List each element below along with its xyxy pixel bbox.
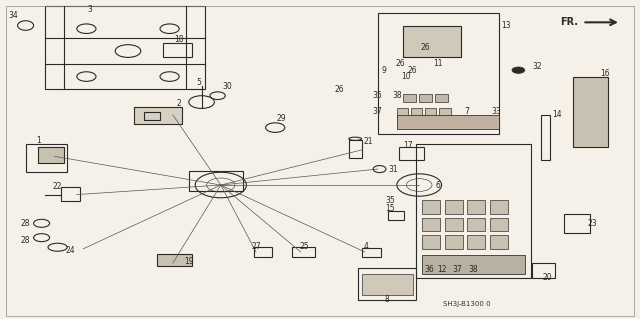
Bar — [388, 211, 404, 220]
Text: 25: 25 — [299, 242, 309, 251]
Bar — [163, 43, 192, 57]
Bar — [397, 115, 499, 129]
Bar — [467, 218, 485, 231]
Text: 19: 19 — [184, 257, 194, 266]
Text: 36: 36 — [424, 265, 434, 274]
Bar — [490, 218, 508, 231]
Text: 17: 17 — [403, 141, 413, 150]
Text: 13: 13 — [500, 21, 511, 30]
Bar — [467, 200, 485, 214]
Bar — [399, 147, 424, 160]
Text: 28: 28 — [21, 219, 30, 228]
Text: 31: 31 — [388, 165, 399, 174]
Text: 10: 10 — [401, 72, 412, 81]
Text: 37: 37 — [372, 107, 383, 116]
Bar — [422, 255, 525, 274]
Bar — [378, 13, 499, 134]
Text: 5: 5 — [196, 78, 201, 87]
Text: 18: 18 — [175, 35, 184, 44]
Bar — [490, 235, 508, 249]
Circle shape — [512, 67, 525, 73]
Bar — [144, 112, 160, 120]
Bar — [362, 274, 413, 295]
Bar — [422, 200, 440, 214]
Bar — [38, 147, 64, 163]
Text: FR.: FR. — [561, 17, 579, 27]
Text: SH3J-B1300 0: SH3J-B1300 0 — [444, 301, 491, 307]
Bar — [157, 254, 192, 266]
Text: 35: 35 — [372, 91, 383, 100]
Bar — [445, 235, 463, 249]
Text: 8: 8 — [385, 295, 390, 304]
Text: 16: 16 — [600, 69, 610, 78]
Text: 2: 2 — [177, 99, 182, 108]
Text: 11: 11 — [434, 59, 443, 68]
Text: 28: 28 — [21, 236, 30, 245]
Bar — [541, 115, 550, 160]
Bar — [435, 94, 448, 102]
Text: 7: 7 — [465, 107, 470, 116]
Bar — [349, 140, 362, 158]
Bar — [358, 268, 416, 300]
Bar — [292, 247, 315, 257]
Text: 29: 29 — [276, 114, 287, 122]
Text: 23: 23 — [588, 219, 598, 228]
Text: 33: 33 — [491, 107, 501, 116]
Text: 9: 9 — [381, 66, 387, 75]
Bar — [445, 218, 463, 231]
Text: 20: 20 — [542, 273, 552, 282]
Text: 30: 30 — [222, 82, 232, 91]
Text: 21: 21 — [364, 137, 372, 146]
Bar — [61, 187, 80, 201]
Text: 35: 35 — [385, 197, 396, 205]
Bar — [573, 77, 608, 147]
Bar — [189, 171, 243, 191]
Bar — [439, 108, 451, 118]
Bar — [362, 248, 381, 257]
Bar — [411, 108, 422, 118]
Bar — [564, 214, 590, 233]
Bar — [419, 94, 432, 102]
Text: 3: 3 — [87, 5, 92, 14]
Bar — [425, 108, 436, 118]
Bar — [416, 144, 531, 278]
Bar — [532, 263, 555, 278]
Bar — [254, 247, 272, 257]
Bar — [422, 235, 440, 249]
Text: 4: 4 — [364, 242, 369, 251]
Bar — [134, 107, 182, 124]
Bar — [422, 218, 440, 231]
Bar — [467, 235, 485, 249]
Bar — [490, 200, 508, 214]
Text: 32: 32 — [532, 63, 543, 71]
Text: 24: 24 — [65, 246, 76, 255]
Text: 15: 15 — [385, 204, 396, 213]
Text: 14: 14 — [552, 110, 562, 119]
Text: 27: 27 — [251, 242, 261, 251]
Text: 26: 26 — [395, 59, 405, 68]
Text: 26: 26 — [420, 43, 431, 52]
Text: 26: 26 — [408, 66, 418, 75]
Text: 34: 34 — [8, 11, 18, 20]
Text: 6: 6 — [436, 181, 441, 189]
Bar — [403, 26, 461, 57]
Text: 38: 38 — [392, 91, 402, 100]
Bar — [445, 200, 463, 214]
Bar — [397, 108, 408, 118]
Text: 38: 38 — [468, 265, 479, 274]
Text: 26: 26 — [334, 85, 344, 94]
Text: 37: 37 — [452, 265, 463, 274]
Bar — [26, 144, 67, 172]
Text: 1: 1 — [36, 136, 41, 145]
Text: 22: 22 — [53, 182, 62, 191]
Bar — [403, 94, 416, 102]
Text: 12: 12 — [437, 265, 446, 274]
